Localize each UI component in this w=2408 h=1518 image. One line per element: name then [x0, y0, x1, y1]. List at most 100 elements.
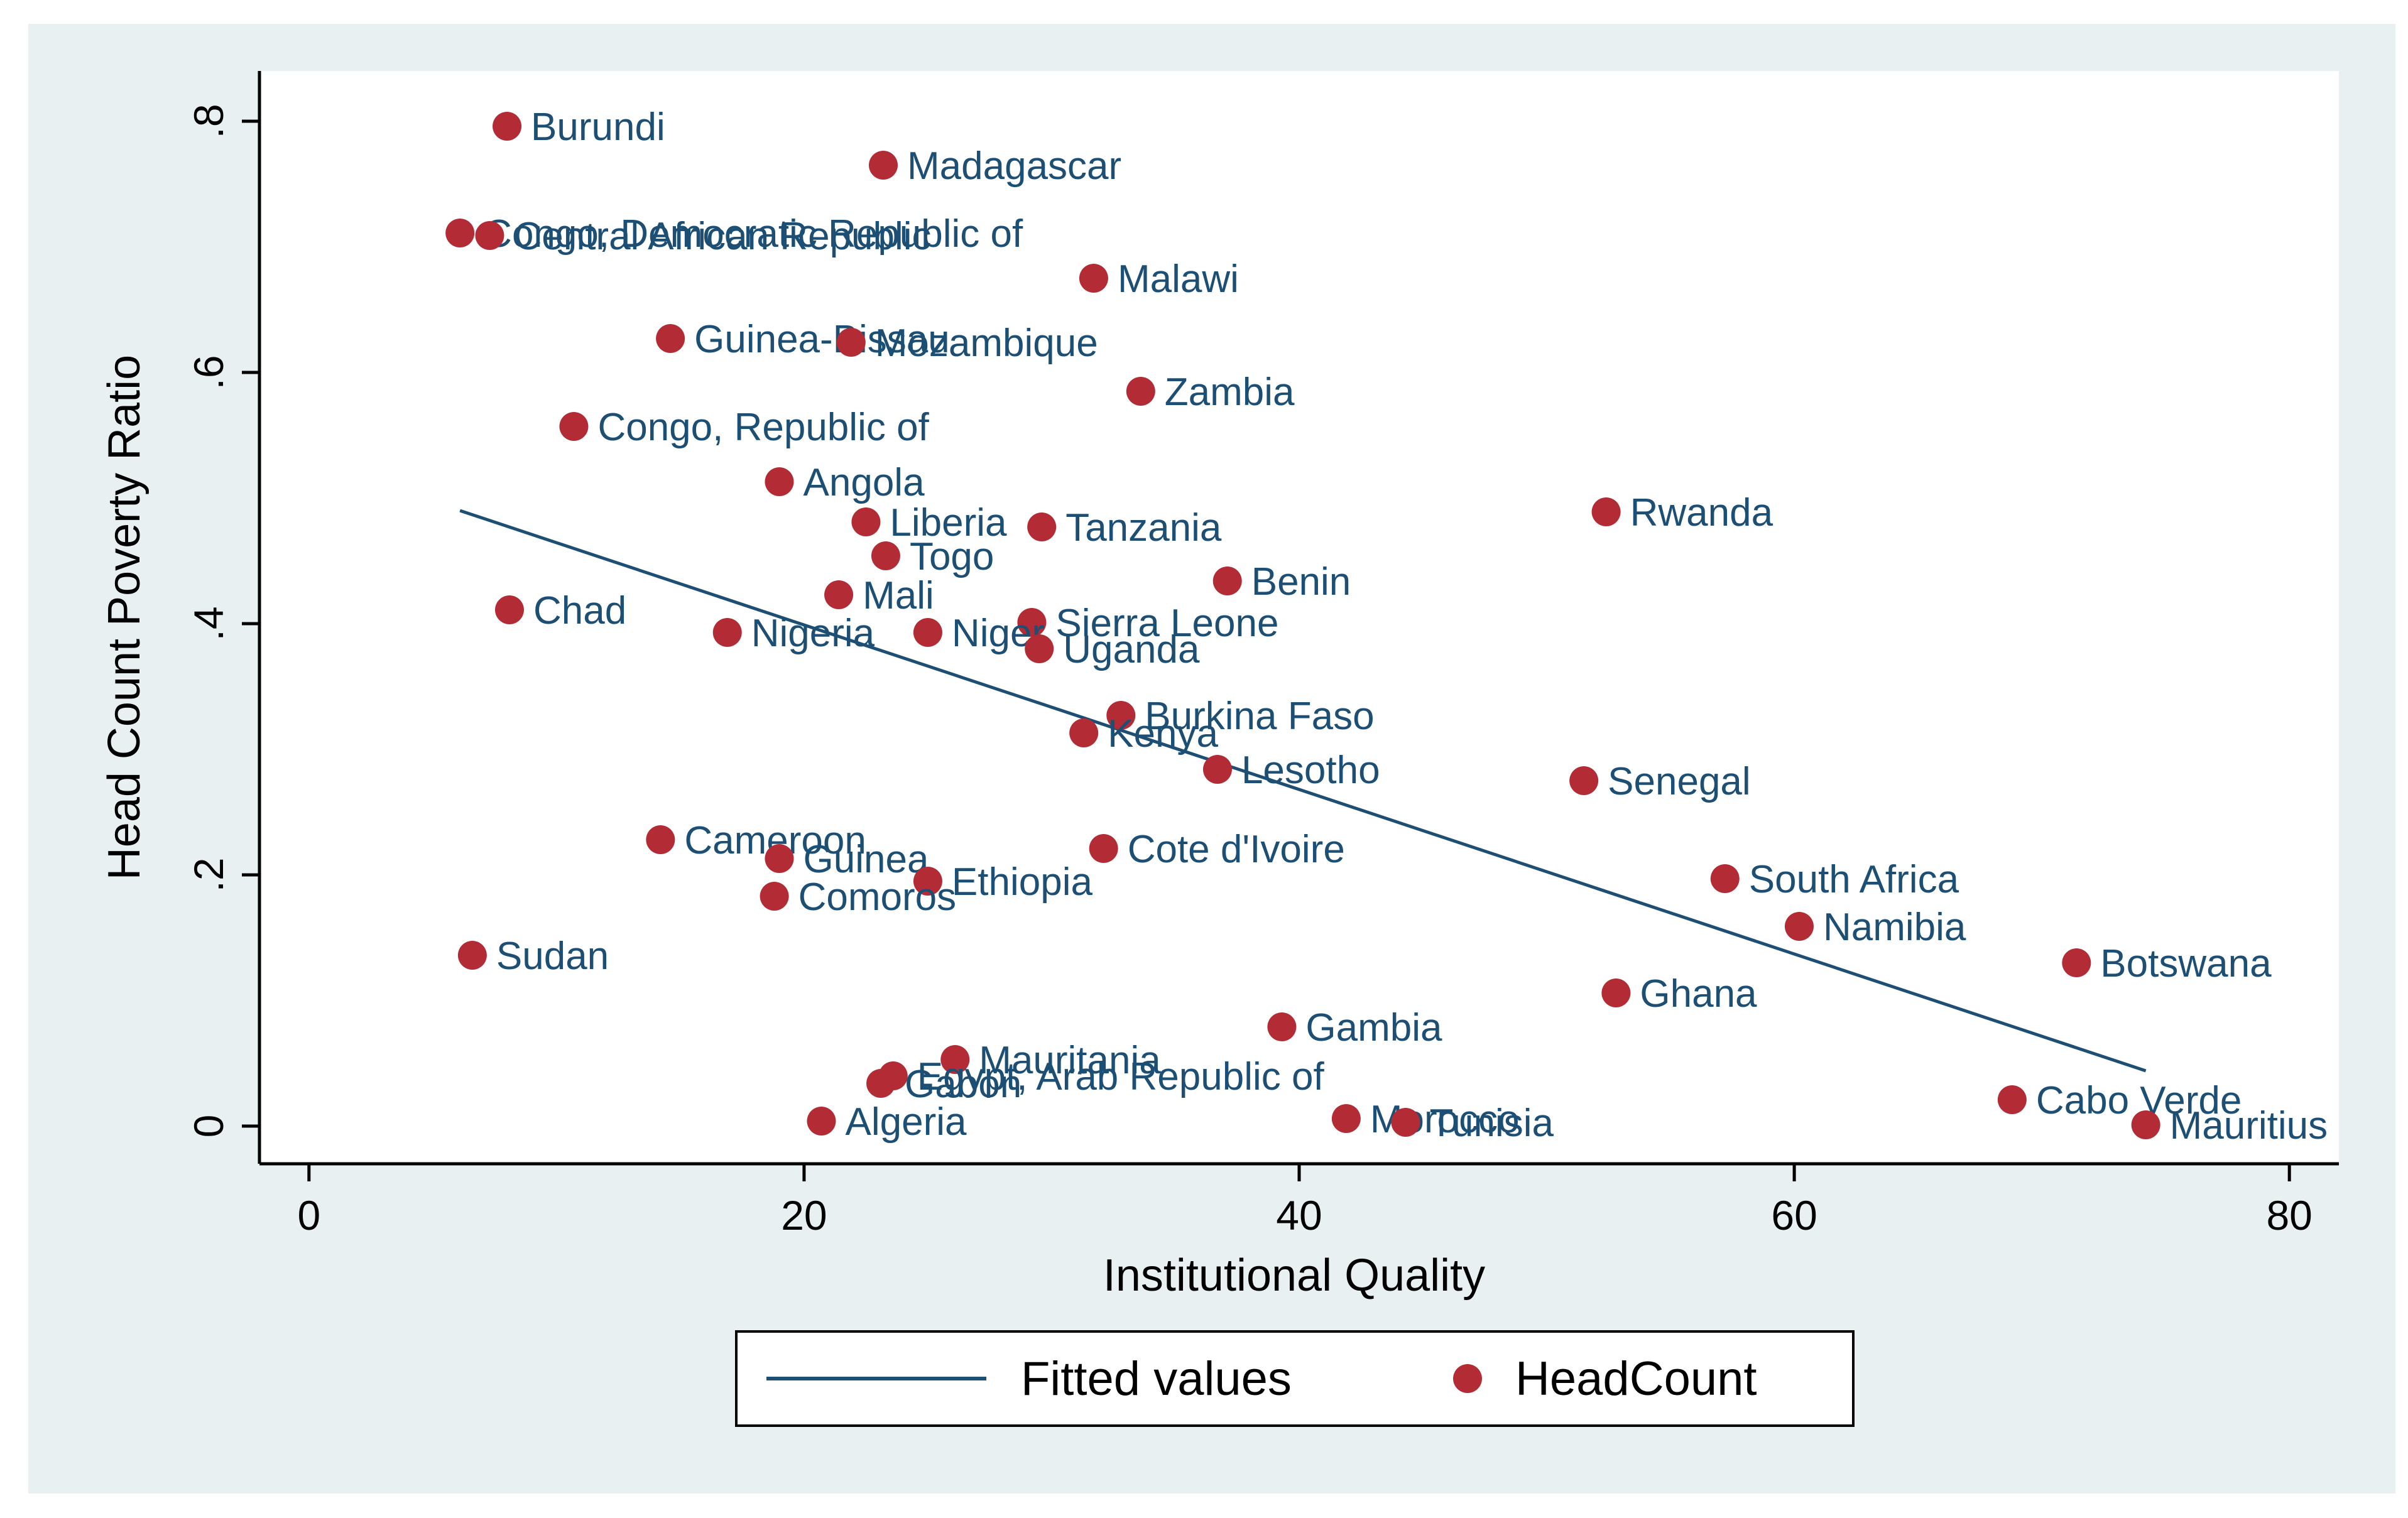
data-point [1089, 834, 1118, 863]
data-point [913, 618, 942, 647]
legend-headcount-marker [1453, 1364, 1482, 1393]
data-point [475, 221, 504, 250]
data-point [1997, 1085, 2027, 1114]
data-point [765, 844, 794, 873]
data-point-label: Lesotho [1241, 749, 1380, 792]
data-point-label: Ghana [1640, 972, 1757, 1016]
data-point [1267, 1012, 1297, 1041]
data-point-label: Nigeria [751, 612, 875, 655]
data-point-label: Malawi [1118, 258, 1239, 301]
data-point-label: Benin [1251, 560, 1351, 604]
data-point [2062, 948, 2091, 977]
x-tick-label: 0 [297, 1192, 320, 1239]
x-tick-label: 80 [2266, 1192, 2312, 1239]
y-tick-label: 0 [185, 1115, 232, 1138]
data-point [1331, 1104, 1361, 1133]
data-point [824, 580, 854, 609]
legend-headcount-label: HeadCount [1515, 1352, 1757, 1406]
data-point [760, 882, 789, 911]
data-point [1017, 608, 1047, 637]
data-point-label: Mauritania [979, 1039, 1161, 1082]
data-point-label: Chad [533, 589, 626, 632]
y-tick-label: .2 [185, 857, 232, 892]
data-point [1027, 512, 1057, 541]
x-axis-ticks: 0 20 40 60 80 [297, 1164, 2313, 1239]
data-point-label: Guinea [804, 838, 929, 881]
data-point-label: Zambia [1165, 371, 1295, 414]
legend: Fitted values HeadCount [735, 1330, 1855, 1427]
data-point [836, 328, 866, 357]
data-point [1069, 718, 1099, 747]
data-point [1212, 567, 1242, 595]
data-point-label: Burundi [531, 106, 665, 149]
data-point [1601, 979, 1631, 1007]
data-point-label: Angola [804, 461, 925, 504]
x-tick-label: 20 [781, 1192, 827, 1239]
data-point-label: Cote d'Ivoire [1128, 828, 1345, 871]
data-point-label: Ethiopia [952, 860, 1093, 904]
data-point-label: Algeria [845, 1100, 967, 1144]
data-point-label: Tanzania [1065, 506, 1222, 550]
data-point [1784, 912, 1814, 941]
data-point-label: Sierra Leone [1055, 602, 1278, 645]
data-point-label: Rwanda [1630, 491, 1773, 534]
x-tick-label: 40 [1276, 1192, 1322, 1239]
data-point-label: Uganda [1063, 628, 1200, 671]
data-point-label: Comoros [798, 876, 957, 919]
data-point [1079, 264, 1108, 293]
data-point [1569, 766, 1599, 795]
data-point [807, 1107, 836, 1136]
data-point-label: South Africa [1749, 858, 1959, 901]
data-point-label: Togo [910, 535, 994, 578]
data-point-label: Mali [863, 574, 934, 617]
plot-area [259, 71, 2339, 1164]
data-point-label: Kenya [1108, 712, 1218, 756]
y-axis-ticks: 0 .2 .4 .6 .8 [185, 104, 259, 1137]
data-point-label: Congo, Democratic Republic of [484, 212, 1023, 256]
data-point [646, 825, 675, 854]
data-point [1710, 864, 1740, 893]
data-point-label: Gambia [1305, 1006, 1442, 1049]
data-point [866, 1069, 896, 1098]
data-point-label: Mauritius [2170, 1104, 2328, 1147]
data-point [1391, 1108, 1420, 1137]
data-point-label: Tunisia [1429, 1102, 1554, 1145]
data-point-label: Congo, Republic of [597, 406, 929, 449]
data-point [1591, 497, 1621, 526]
data-point [1025, 634, 1054, 663]
x-axis-title: Institutional Quality [1103, 1250, 1485, 1301]
data-point [494, 595, 524, 624]
scatter-points: Burundi Madagascar Congo, Democratic Repub… [445, 106, 2328, 1147]
y-tick-label: .8 [185, 104, 232, 138]
fitted-values-line [459, 509, 2147, 1073]
data-point-label: Liberia [890, 501, 1007, 545]
data-point [913, 867, 942, 896]
y-axis-title: Head Count Poverty Ratio [99, 355, 150, 880]
data-point-label: Egypt, Arab Republic of [917, 1055, 1325, 1098]
data-point-label: Sudan [496, 935, 609, 978]
data-point-label: Burkina Faso [1145, 695, 1374, 738]
data-point [445, 219, 475, 247]
data-point-label: Gabon [905, 1063, 1021, 1106]
y-tick-label: .6 [185, 355, 232, 389]
y-tick-label: .4 [185, 606, 232, 641]
data-point [765, 467, 794, 496]
data-point [869, 151, 898, 180]
data-point [712, 618, 742, 647]
data-point [871, 541, 900, 570]
data-point-label: Mozambique [875, 322, 1098, 365]
legend-fitted-values-label: Fitted values [1021, 1352, 1292, 1406]
data-point-label: Botswana [2100, 942, 2272, 985]
data-point [457, 941, 487, 970]
data-point [851, 507, 881, 536]
data-point [493, 112, 522, 141]
data-point [656, 324, 685, 353]
data-point [1126, 377, 1155, 406]
data-point [559, 412, 589, 441]
data-point-label: Namibia [1823, 906, 1966, 949]
data-point-label: Central African Republic [513, 215, 931, 258]
data-point-label: Senegal [1608, 760, 1751, 803]
data-point-label: Guinea-Bissau [694, 318, 950, 361]
data-point-label: Madagascar [907, 144, 1121, 188]
